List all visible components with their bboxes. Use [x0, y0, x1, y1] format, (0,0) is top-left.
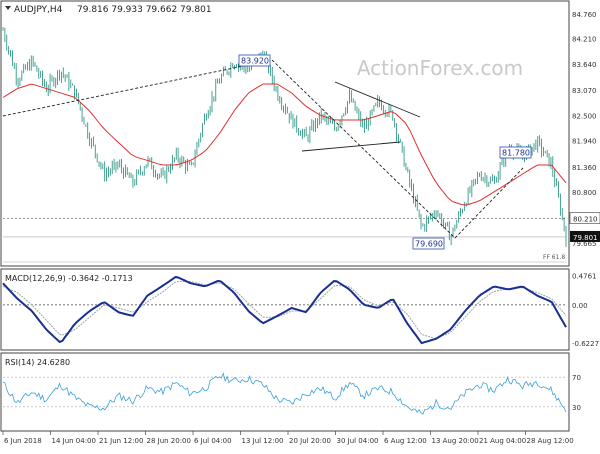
rsi-line [2, 372, 567, 415]
price-axis: 84.760 84.210 83.640 83.070 82.500 81.940 81.3… [543, 11, 600, 261]
symbol-label: AUDJPY,H4 [14, 5, 63, 15]
macd-signal-line [2, 281, 567, 340]
annotation-label: 79.690 [415, 240, 443, 249]
time-tick-label: 14 Jun 04:00 [52, 437, 96, 445]
annotation-box [238, 54, 271, 67]
annotation-label: 83.920 [241, 57, 269, 66]
rsi-tick: 70 [572, 374, 581, 382]
main-panel-frame [0, 0, 570, 267]
last-price-box [570, 230, 600, 242]
trendlines [2, 59, 524, 239]
rsi-tick: 30 [572, 404, 581, 412]
time-tick-label: 28 Jun 20:00 [147, 437, 191, 445]
price-tick: 79.665 [572, 240, 597, 248]
time-tick-label: 6 Jun 2018 [4, 437, 42, 445]
time-tick-label: 21 Aug 04:00 [479, 437, 526, 445]
annotation-box [499, 146, 532, 159]
triangle-upper-line [334, 81, 421, 118]
time-tick-label: 13 Jul 12:00 [242, 437, 284, 445]
price-annotations: 83.920 81.780 79.690 [238, 54, 532, 250]
moving-average [2, 83, 567, 206]
falling-trendline [271, 59, 456, 239]
macd-main-line [2, 275, 567, 345]
time-tick-label: 6 Aug 12:00 [384, 437, 427, 445]
price-tick: 80.800 [572, 189, 597, 197]
macd-tick: -0.6227 [572, 340, 599, 348]
time-tick-label: 13 Aug 20:00 [432, 437, 479, 445]
macd-tick: 0.00 [572, 302, 588, 310]
main-price-lines [3, 218, 566, 263]
time-tick-label: 20 Jul 20:00 [289, 437, 331, 445]
macd-indicator: 0.4761 0.00 -0.6227 [2, 273, 599, 348]
dropdown-triangle-icon[interactable] [5, 6, 11, 10]
price-label-box [569, 212, 600, 224]
header: AUDJPY,H4 79.816 79.933 79.662 79.801 [5, 5, 212, 15]
time-tick-label: 21 Jun 12:00 [99, 437, 143, 445]
rebound-trendline [454, 167, 524, 239]
annotation-label: 81.780 [502, 149, 530, 158]
watermark: ActionForex.com [357, 56, 523, 80]
price-tick: 83.070 [572, 87, 597, 95]
rising-trendline [2, 59, 273, 117]
fibo-label: FF 61.8 [543, 254, 565, 261]
macd-panel-frame [0, 268, 570, 351]
time-tick-label: 30 Jul 04:00 [337, 437, 379, 445]
time-axis: 6 Jun 2018 14 Jun 04:00 21 Jun 12:00 28 Jun… [2, 431, 574, 445]
last-price-label: 79.801 [573, 234, 598, 242]
price-tick: 83.640 [572, 61, 597, 69]
rsi-title: RSI(14) 24.6280 [5, 358, 70, 367]
time-tick-label: 28 Aug 12:00 [527, 437, 574, 445]
macd-tick: 0.4761 [572, 273, 597, 281]
macd-title: MACD(12,26,9) -0.3642 -0.1713 [5, 274, 133, 283]
time-tick-label: 6 Jul 04:00 [194, 437, 232, 445]
price-tick: 84.210 [572, 36, 597, 44]
rsi-indicator: 70 30 [2, 372, 581, 415]
price-tick: 84.760 [572, 11, 597, 19]
price-label-80210: 80.210 [573, 216, 598, 224]
triangle-lower-line [301, 141, 401, 152]
annotation-box [412, 237, 445, 250]
rsi-panel-frame [0, 352, 570, 432]
price-tick: 82.500 [572, 113, 597, 121]
price-tick: 81.940 [572, 138, 597, 146]
price-tick: 81.360 [572, 164, 597, 172]
ohlc-label: 79.816 79.933 79.662 79.801 [77, 5, 212, 15]
ma-line [2, 83, 567, 206]
